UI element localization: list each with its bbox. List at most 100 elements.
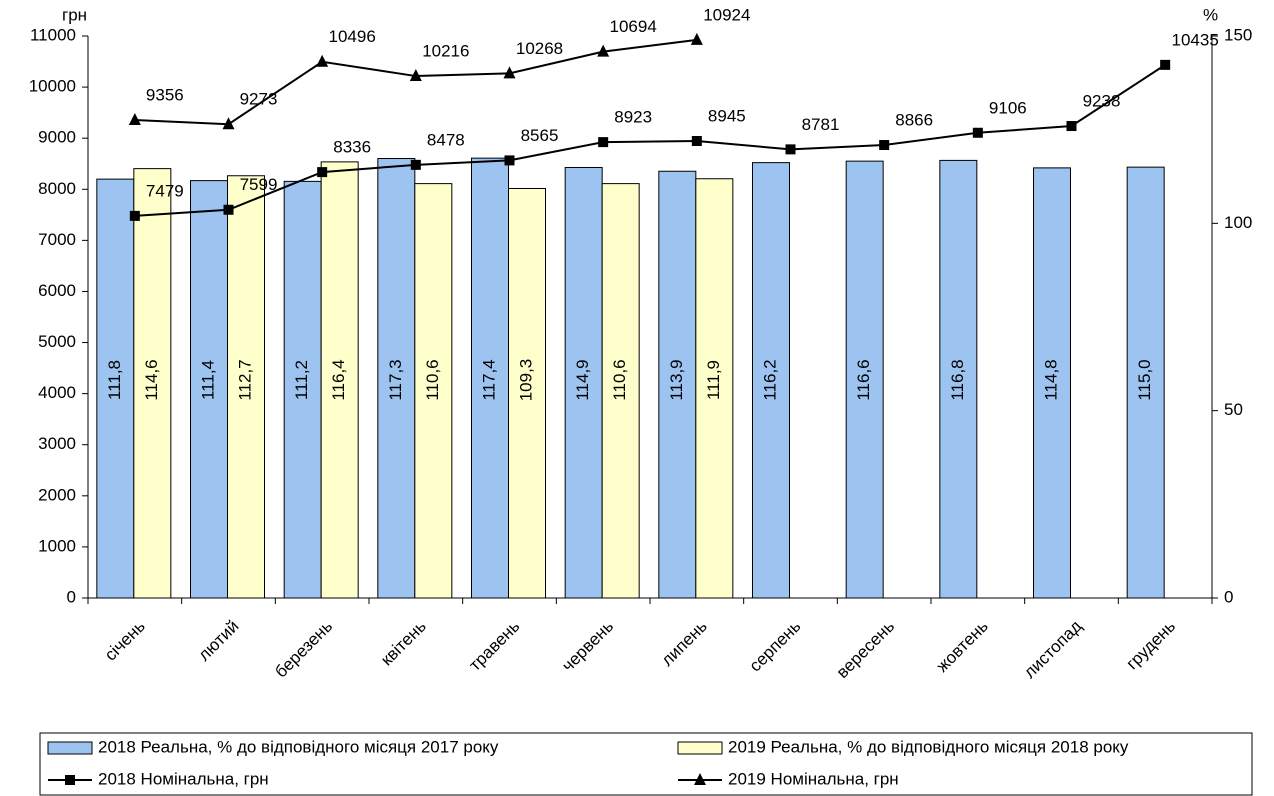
x-tick-label: липень (658, 616, 711, 669)
bar-value-label: 116,2 (760, 359, 779, 400)
x-tick-label: січень (101, 616, 149, 664)
bar (1126, 166, 1165, 599)
bar-value-label: 110,6 (423, 359, 442, 400)
line-marker (503, 66, 516, 79)
legend-label: 2019 Реальна, % до відповідного місяця 2… (728, 737, 1129, 756)
bar (658, 170, 697, 599)
x-tick-label: серпень (746, 616, 805, 675)
line-marker (691, 135, 702, 146)
line-marker (222, 117, 235, 130)
y-tick-label: 11000 (30, 25, 76, 44)
bar-value-label: 117,4 (479, 359, 498, 400)
line-value-label: 10694 (610, 17, 657, 36)
line-value-label: 10435 (1172, 30, 1219, 49)
bar (283, 180, 322, 599)
line-marker (972, 127, 983, 138)
y2-axis-label: % (1203, 5, 1218, 24)
line-value-label: 8781 (802, 115, 840, 134)
y2-tick-label: 0 (1224, 587, 1233, 606)
x-tick-label: червень (558, 616, 617, 675)
line-marker (879, 140, 890, 151)
x-tick-label: травень (465, 616, 523, 674)
line-value-label: 8945 (708, 106, 746, 125)
line-value-label: 9238 (1083, 92, 1121, 111)
y-tick-label: 0 (67, 587, 76, 606)
line-marker (504, 155, 515, 166)
line-value-label: 7479 (146, 181, 184, 200)
line-value-label: 10268 (516, 39, 563, 58)
bar-value-label: 110,6 (610, 359, 629, 400)
y-axis-label: грн (62, 5, 87, 24)
y-tick-label: 4000 (38, 383, 76, 402)
legend-swatch (47, 741, 93, 755)
bar-value-label: 111,8 (105, 360, 124, 400)
x-tick-label: березень (271, 616, 336, 681)
bar-value-label: 116,6 (854, 359, 873, 400)
bar-value-label: 111,4 (198, 360, 217, 400)
line-value-label: 8336 (333, 138, 371, 157)
bar (133, 168, 172, 599)
bar (845, 160, 884, 599)
bar (1033, 167, 1071, 599)
y-tick-label: 10000 (29, 77, 76, 96)
bar (227, 175, 265, 599)
line-marker (785, 144, 796, 155)
line-value-label: 10216 (422, 42, 469, 61)
bar-value-label: 116,8 (948, 359, 967, 400)
line-marker (317, 167, 328, 178)
bar-value-label: 114,6 (142, 359, 161, 400)
line-marker (694, 773, 706, 785)
legend-label: 2018 Номінальна, грн (98, 769, 269, 788)
line-marker (410, 159, 421, 170)
bar-value-label: 115,0 (1135, 359, 1154, 400)
line-value-label: 9273 (240, 90, 278, 109)
y-tick-label: 1000 (38, 536, 76, 555)
bar (695, 178, 734, 599)
line-value-label: 8866 (895, 111, 933, 130)
bar-value-label: 113,9 (667, 359, 686, 400)
line-marker (129, 210, 140, 221)
line-marker (690, 32, 703, 45)
line-value-label: 10496 (329, 27, 376, 46)
line-marker (1160, 59, 1171, 70)
bar-value-label: 111,9 (704, 360, 723, 400)
y-tick-label: 2000 (38, 485, 76, 504)
x-tick-label: жовтень (933, 616, 992, 675)
line-value-label: 8565 (521, 126, 559, 145)
y2-tick-label: 100 (1224, 213, 1252, 232)
legend-label: 2019 Номінальна, грн (728, 769, 899, 788)
line-value-label: 8923 (614, 108, 652, 127)
line-marker (65, 775, 75, 785)
x-tick-label: вересень (833, 616, 898, 681)
legend-label: 2018 Реальна, % до відповідного місяця 2… (98, 737, 499, 756)
bar-value-label: 114,8 (1041, 359, 1060, 400)
bar-value-label: 116,4 (329, 359, 348, 400)
line-marker (316, 54, 329, 67)
y2-tick-label: 150 (1224, 25, 1252, 44)
x-tick-label: листопад (1020, 617, 1085, 682)
bar-value-label: 114,9 (573, 359, 592, 400)
bar (96, 178, 135, 599)
line (134, 64, 1166, 217)
y-tick-label: 9000 (38, 128, 76, 147)
y2-tick-label: 50 (1224, 400, 1243, 419)
bar (414, 183, 453, 599)
bar-value-label: 112,7 (235, 359, 254, 400)
line-value-label: 10924 (703, 5, 750, 24)
line-marker (409, 69, 422, 82)
y-tick-label: 8000 (38, 179, 76, 198)
line-marker (1066, 121, 1077, 132)
bar (377, 158, 416, 599)
bar (564, 167, 603, 599)
bar (471, 157, 509, 599)
line-marker (128, 112, 141, 125)
bar-value-label: 117,3 (386, 359, 405, 400)
line (134, 38, 697, 126)
line-value-label: 9106 (989, 98, 1027, 117)
line-marker (597, 44, 610, 57)
line-value-label: 7599 (240, 175, 278, 194)
line-marker (598, 137, 609, 148)
line-marker (223, 204, 234, 215)
